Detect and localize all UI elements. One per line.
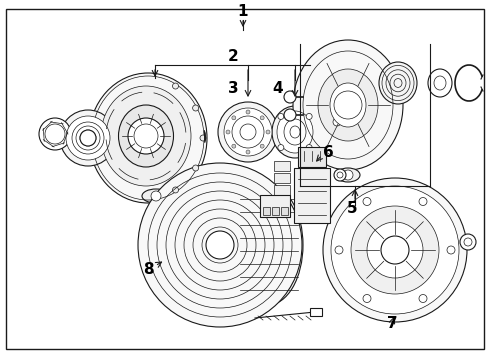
Ellipse shape (293, 40, 403, 170)
Bar (260, 195, 290, 217)
Bar (274, 185, 290, 195)
Circle shape (363, 294, 371, 302)
Circle shape (464, 238, 472, 246)
Circle shape (218, 102, 278, 162)
Circle shape (260, 144, 264, 148)
Text: 7: 7 (387, 316, 397, 332)
Ellipse shape (284, 119, 306, 145)
Circle shape (193, 105, 198, 111)
Ellipse shape (318, 69, 378, 141)
Circle shape (138, 163, 302, 327)
Circle shape (333, 118, 341, 126)
Circle shape (224, 108, 272, 156)
Circle shape (343, 170, 353, 180)
Circle shape (337, 172, 343, 178)
Circle shape (284, 109, 296, 121)
Circle shape (232, 116, 264, 148)
Text: 8: 8 (143, 262, 153, 278)
Text: 5: 5 (347, 201, 357, 216)
Ellipse shape (233, 185, 303, 305)
Circle shape (246, 110, 250, 114)
Circle shape (419, 294, 427, 302)
Circle shape (334, 169, 346, 181)
Bar (310, 308, 322, 316)
Ellipse shape (142, 189, 170, 203)
Circle shape (278, 145, 284, 150)
Ellipse shape (119, 105, 173, 167)
Circle shape (306, 113, 312, 120)
Circle shape (306, 145, 312, 150)
Ellipse shape (101, 86, 191, 186)
Circle shape (80, 130, 96, 146)
Circle shape (334, 91, 362, 119)
Circle shape (331, 186, 459, 314)
Circle shape (232, 116, 236, 120)
Circle shape (284, 91, 296, 103)
Circle shape (200, 135, 206, 141)
Circle shape (232, 144, 236, 148)
Ellipse shape (428, 69, 452, 97)
Circle shape (226, 130, 230, 134)
Circle shape (447, 246, 455, 254)
Ellipse shape (336, 168, 360, 182)
Circle shape (260, 116, 264, 120)
Bar (263, 207, 270, 215)
Circle shape (367, 222, 423, 278)
Circle shape (39, 118, 71, 150)
Circle shape (246, 150, 250, 154)
Circle shape (128, 118, 164, 154)
Circle shape (329, 114, 345, 130)
Bar (298, 147, 326, 167)
Ellipse shape (290, 126, 300, 138)
Bar (274, 161, 290, 171)
Circle shape (278, 113, 284, 120)
Circle shape (172, 83, 178, 89)
Bar (281, 207, 288, 215)
Ellipse shape (89, 73, 207, 203)
Ellipse shape (277, 111, 313, 153)
Bar (294, 168, 330, 223)
Circle shape (240, 124, 256, 140)
Circle shape (193, 165, 198, 171)
Bar (272, 207, 279, 215)
Ellipse shape (330, 83, 366, 127)
Circle shape (172, 187, 178, 193)
Circle shape (335, 246, 343, 254)
Circle shape (419, 198, 427, 206)
Circle shape (45, 124, 65, 144)
Ellipse shape (272, 106, 318, 158)
Circle shape (151, 191, 161, 201)
Text: 2: 2 (228, 49, 238, 63)
Circle shape (323, 178, 467, 322)
Text: 1: 1 (238, 4, 248, 18)
Circle shape (134, 124, 158, 148)
Circle shape (60, 110, 116, 166)
Circle shape (351, 206, 439, 294)
Circle shape (66, 116, 110, 160)
Bar (274, 173, 290, 183)
Ellipse shape (434, 76, 446, 90)
Text: 6: 6 (322, 144, 333, 159)
Ellipse shape (379, 62, 417, 104)
Text: 3: 3 (228, 81, 238, 95)
Circle shape (460, 234, 476, 250)
Circle shape (363, 198, 371, 206)
Circle shape (206, 231, 234, 259)
Circle shape (266, 130, 270, 134)
Circle shape (381, 236, 409, 264)
Text: 4: 4 (273, 81, 283, 95)
